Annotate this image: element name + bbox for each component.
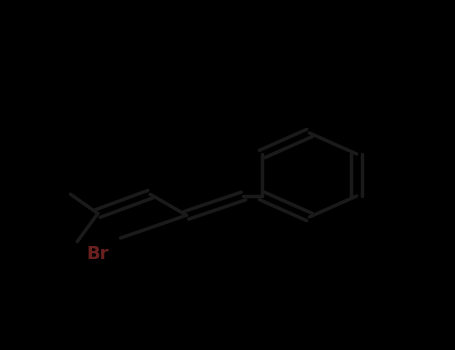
Text: Br: Br xyxy=(86,245,109,263)
